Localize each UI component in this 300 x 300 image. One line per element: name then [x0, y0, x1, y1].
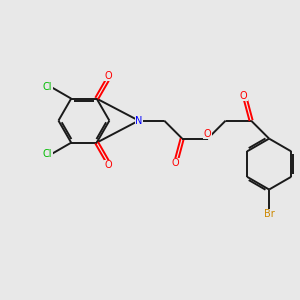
- Text: Br: Br: [264, 209, 274, 219]
- Text: O: O: [172, 158, 179, 168]
- Text: O: O: [204, 129, 212, 139]
- Text: N: N: [135, 116, 142, 126]
- Text: O: O: [105, 71, 112, 81]
- Text: Cl: Cl: [43, 149, 52, 159]
- Text: Cl: Cl: [43, 82, 52, 92]
- Text: O: O: [105, 160, 112, 170]
- Text: O: O: [240, 91, 248, 101]
